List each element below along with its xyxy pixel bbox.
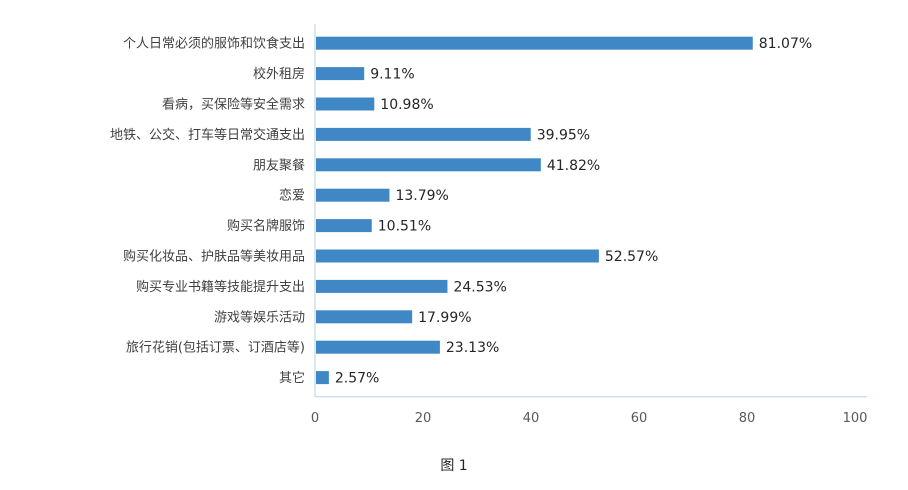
x-tick-label: 40 xyxy=(523,411,540,426)
data-label: 81.07% xyxy=(759,36,812,52)
data-label: 39.95% xyxy=(537,127,590,143)
bar xyxy=(316,279,448,293)
bar xyxy=(316,67,365,81)
x-tick-label: 0 xyxy=(311,411,319,426)
bar xyxy=(316,97,375,111)
category-label: 旅行花销(包括订票、订酒店等) xyxy=(126,340,305,356)
category-labels: 个人日常必须的服饰和饮食支出校外租房看病，买保险等安全需求地铁、公交、打车等日常… xyxy=(110,36,305,386)
category-label: 恋爱 xyxy=(279,188,305,204)
x-tick-label: 60 xyxy=(631,411,648,426)
bars-layer xyxy=(316,36,753,385)
bar xyxy=(316,127,531,141)
bar xyxy=(316,249,599,263)
category-label: 朋友聚餐 xyxy=(253,157,305,173)
data-label: 24.53% xyxy=(453,279,506,295)
data-label: 9.11% xyxy=(370,67,414,83)
x-tick-label: 20 xyxy=(415,411,432,426)
category-label: 游戏等娱乐活动 xyxy=(214,309,305,325)
data-labels: 81.07% 9.11% 10.98% 39.95% 41.82% 13.79% 10.51… xyxy=(335,36,812,386)
data-label: 13.79% xyxy=(395,188,448,204)
category-label: 校外租房 xyxy=(253,66,305,82)
category-label: 其它 xyxy=(279,370,305,386)
bar xyxy=(316,219,372,233)
data-label: 10.98% xyxy=(380,97,433,113)
data-label: 17.99% xyxy=(418,310,471,326)
data-label: 10.51% xyxy=(378,219,431,235)
category-label: 购买名牌服饰 xyxy=(227,218,305,234)
data-label: 52.57% xyxy=(605,249,658,265)
data-label: 23.13% xyxy=(446,340,499,356)
bar xyxy=(316,340,440,354)
bar xyxy=(316,36,753,50)
bar xyxy=(316,310,413,324)
data-label: 2.57% xyxy=(335,371,379,387)
category-label: 个人日常必须的服饰和饮食支出 xyxy=(123,36,305,52)
bar xyxy=(316,188,390,202)
figure-caption: 图 1 xyxy=(440,458,468,474)
category-label: 购买专业书籍等技能提升支出 xyxy=(136,279,305,295)
bar xyxy=(316,158,541,172)
data-label: 41.82% xyxy=(547,158,600,174)
category-label: 购买化妆品、护肤品等美妆用品 xyxy=(123,249,305,265)
x-tick-labels: 0 20 40 60 80 100 xyxy=(311,411,868,426)
category-label: 看病，买保险等安全需求 xyxy=(162,97,305,113)
bar xyxy=(316,371,329,385)
x-tick-label: 80 xyxy=(739,411,756,426)
category-label: 地铁、公交、打车等日常交通支出 xyxy=(110,127,305,143)
x-tick-label: 100 xyxy=(843,411,868,426)
